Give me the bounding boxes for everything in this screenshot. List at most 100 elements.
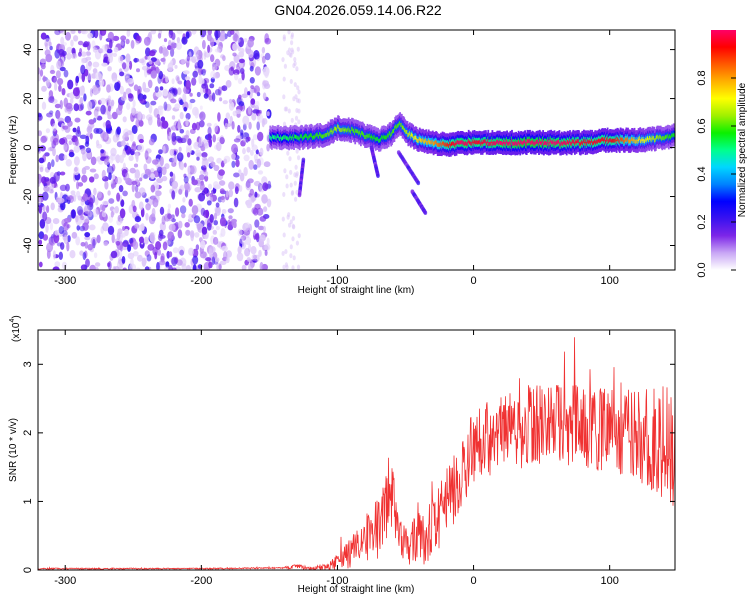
noise-blob bbox=[154, 251, 158, 260]
noise-blob bbox=[254, 233, 259, 240]
noise-blob bbox=[282, 121, 287, 127]
noise-blob bbox=[131, 107, 137, 116]
noise-blob bbox=[219, 217, 227, 227]
noise-blob bbox=[57, 117, 64, 123]
noise-blob bbox=[169, 251, 173, 258]
noise-blob bbox=[183, 162, 187, 168]
noise-blob bbox=[238, 58, 245, 64]
noise-blob bbox=[104, 180, 109, 190]
noise-blob bbox=[61, 136, 68, 146]
noise-blob bbox=[62, 143, 68, 151]
noise-blob bbox=[138, 201, 144, 211]
noise-blob bbox=[100, 104, 106, 115]
noise-blob bbox=[125, 38, 130, 45]
noise-blob bbox=[92, 208, 99, 218]
noise-blob bbox=[51, 123, 58, 132]
noise-blob bbox=[66, 46, 73, 54]
noise-blob bbox=[169, 188, 173, 194]
noise-blob bbox=[228, 189, 234, 198]
noise-blob bbox=[158, 46, 164, 54]
noise-blob bbox=[89, 264, 96, 270]
noise-blob bbox=[161, 166, 167, 176]
noise-blob bbox=[120, 35, 127, 41]
noise-blob bbox=[170, 177, 174, 182]
y-tick-label: 20 bbox=[22, 92, 34, 104]
noise-blob bbox=[261, 46, 266, 54]
noise-blob bbox=[180, 161, 184, 171]
noise-blob bbox=[71, 47, 76, 55]
noise-blob bbox=[295, 189, 299, 195]
y-tick-label: 0 bbox=[22, 144, 34, 150]
noise-blob bbox=[61, 50, 67, 57]
noise-blob bbox=[252, 258, 258, 263]
colorbar-gradient bbox=[711, 30, 736, 270]
noise-blob bbox=[103, 158, 110, 166]
noise-blob bbox=[122, 226, 125, 231]
noise-blob bbox=[75, 75, 80, 84]
noise-blob bbox=[231, 121, 235, 130]
noise-blob bbox=[61, 261, 67, 270]
signal-cell bbox=[541, 141, 544, 146]
noise-blob bbox=[108, 198, 115, 204]
noise-blob bbox=[168, 223, 176, 231]
noise-blob bbox=[99, 97, 107, 105]
noise-blob bbox=[38, 261, 43, 268]
noise-blob bbox=[187, 165, 191, 175]
noise-blob bbox=[41, 85, 47, 92]
noise-blob bbox=[126, 30, 131, 37]
noise-blob bbox=[56, 242, 63, 247]
noise-blob bbox=[264, 37, 272, 45]
snr-y-axis-label: SNR (10 * v/v) bbox=[8, 418, 19, 482]
noise-blob bbox=[175, 207, 180, 217]
noise-blob bbox=[293, 57, 297, 62]
noise-blob bbox=[281, 57, 285, 63]
noise-blob bbox=[77, 40, 84, 46]
noise-blob bbox=[177, 229, 183, 239]
signal-cell bbox=[320, 134, 323, 139]
noise-blob bbox=[285, 183, 289, 189]
noise-blob bbox=[144, 150, 149, 161]
noise-blob bbox=[170, 42, 178, 49]
noise-blob bbox=[70, 53, 78, 59]
noise-blob bbox=[194, 108, 199, 119]
noise-blob bbox=[233, 172, 240, 178]
noise-blob bbox=[85, 258, 90, 268]
noise-blob bbox=[83, 93, 87, 102]
noise-blob bbox=[134, 184, 139, 193]
noise-blob bbox=[167, 213, 172, 220]
noise-blob bbox=[249, 77, 255, 84]
noise-blob bbox=[57, 78, 64, 86]
noise-blob bbox=[185, 79, 191, 90]
noise-blob bbox=[85, 110, 92, 116]
noise-blob bbox=[63, 154, 68, 160]
noise-blob bbox=[160, 116, 166, 122]
noise-blob bbox=[257, 170, 264, 175]
noise-blob bbox=[171, 32, 176, 40]
noise-blob bbox=[70, 39, 74, 47]
noise-blob bbox=[200, 78, 205, 86]
noise-blob bbox=[119, 56, 124, 62]
noise-blob bbox=[192, 58, 196, 63]
noise-blob bbox=[289, 169, 293, 175]
noise-blob bbox=[107, 225, 115, 235]
noise-blob bbox=[222, 100, 228, 105]
noise-blob bbox=[163, 101, 168, 111]
noise-blob bbox=[52, 147, 56, 157]
snr-x-axis-label: Height of straight line (km) bbox=[298, 584, 415, 595]
noise-blob bbox=[89, 168, 97, 173]
noise-blob bbox=[162, 88, 169, 97]
snr-y-scale-base: (x10 bbox=[11, 322, 22, 342]
noise-blob bbox=[297, 155, 301, 161]
noise-blob bbox=[85, 56, 92, 61]
noise-blob bbox=[78, 51, 82, 57]
noise-blob bbox=[204, 171, 209, 177]
noise-blob bbox=[135, 267, 141, 270]
noise-blob bbox=[114, 81, 121, 91]
noise-blob bbox=[103, 53, 108, 61]
colorbar-tick-label: 0.4 bbox=[696, 166, 708, 181]
noise-blob bbox=[258, 249, 262, 257]
noise-blob bbox=[181, 263, 187, 270]
signal-cell bbox=[296, 135, 299, 140]
noise-blob bbox=[259, 216, 267, 222]
noise-blob bbox=[219, 135, 225, 145]
